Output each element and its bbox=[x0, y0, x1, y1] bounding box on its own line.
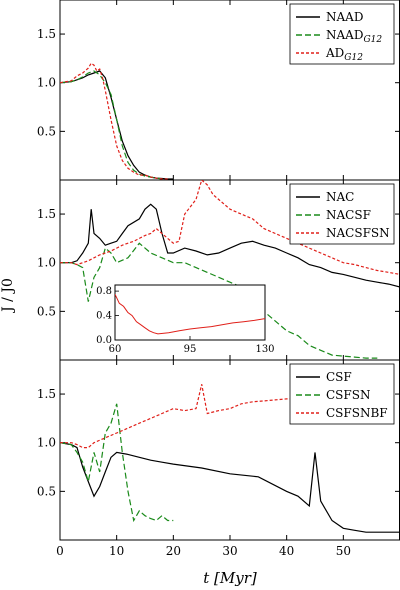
x-tick-label: 40 bbox=[279, 544, 294, 558]
inset-x-tick-label: 95 bbox=[184, 344, 197, 355]
y-tick-label: 1.5 bbox=[37, 207, 56, 221]
x-tick-label: 20 bbox=[166, 544, 181, 558]
legend-label-main: NACSF bbox=[326, 208, 371, 222]
panel-bottom: 0.5 1.0 1.5 CSF CSFSN CSFSNBF bbox=[37, 359, 400, 541]
legend-label-sub: G12 bbox=[363, 35, 382, 45]
series-line-nacsfsn bbox=[60, 180, 400, 275]
series-line-csfsn bbox=[60, 403, 174, 523]
y-tick-label: 1.0 bbox=[37, 436, 56, 450]
x-tick-label: 50 bbox=[336, 544, 351, 558]
y-tick-label: 0.5 bbox=[37, 484, 56, 498]
series-lines bbox=[60, 180, 400, 359]
legend-label: CSFSNBF bbox=[326, 406, 388, 420]
legend-label-main: NACSFSN bbox=[326, 226, 390, 240]
legend-label-main: NAC bbox=[326, 190, 354, 204]
panel-middle: 0.5 1.0 1.5 NAC NACSF NACSFSN bbox=[37, 179, 400, 361]
x-axis-label: t [Myr] bbox=[203, 569, 257, 587]
legend-box bbox=[289, 183, 395, 245]
y-tick-label: 1.0 bbox=[37, 76, 56, 90]
legend: CSF CSFSN CSFSNBF bbox=[289, 363, 395, 425]
legend-label: NACSFSN bbox=[326, 226, 390, 240]
legend-label-main: AD bbox=[325, 46, 344, 60]
y-tick-label: 0.5 bbox=[37, 304, 56, 318]
y-tick-label: 0.5 bbox=[37, 124, 56, 138]
legend: NAC NACSF NACSFSN bbox=[289, 183, 395, 245]
legend-box bbox=[289, 363, 395, 425]
series-line-nacsf bbox=[60, 242, 378, 359]
legend-label-main: CSFSNBF bbox=[326, 406, 388, 420]
series-line-naad bbox=[60, 70, 174, 180]
series-lines bbox=[60, 62, 174, 180]
legend-label-main: CSF bbox=[326, 370, 352, 384]
legend-label-main: NAAD bbox=[326, 10, 363, 24]
x-tick-label: 30 bbox=[222, 544, 237, 558]
legend-label: CSFSN bbox=[326, 388, 370, 402]
x-tick-labels: 0 10 20 30 40 50 bbox=[56, 544, 351, 558]
legend-label-main: NAAD bbox=[326, 28, 363, 42]
legend-label: NAADG12 bbox=[326, 28, 382, 45]
inset-y-tick-label: 0.4 bbox=[96, 311, 112, 322]
legend-label: ADG12 bbox=[325, 46, 363, 63]
series-line-nac bbox=[60, 203, 400, 288]
inset-frame bbox=[114, 284, 266, 341]
inset-y-tick-label: 0.8 bbox=[96, 286, 112, 297]
legend-label: NAAD bbox=[326, 10, 363, 24]
legend-box bbox=[289, 3, 395, 65]
legend-label: NACSF bbox=[326, 208, 371, 222]
series-line-csf bbox=[60, 442, 400, 533]
y-axis-label: J / J0 bbox=[0, 278, 16, 314]
y-tick-label: 1.0 bbox=[37, 256, 56, 270]
inset-series-lines bbox=[115, 293, 265, 335]
y-tick-label: 1.5 bbox=[37, 387, 56, 401]
legend-label-main: CSFSN bbox=[326, 388, 370, 402]
inset-x-tick-label: 130 bbox=[255, 344, 274, 355]
legend-label: NAC bbox=[326, 190, 354, 204]
inset-series-line bbox=[115, 293, 265, 335]
inset-x-tick-label: 60 bbox=[109, 344, 122, 355]
x-tick-label: 0 bbox=[56, 544, 64, 558]
x-tick-label: 10 bbox=[109, 544, 124, 558]
inset-chart: 0.0 0.4 0.8 60 95 130 bbox=[96, 284, 275, 355]
y-tick-label: 1.5 bbox=[37, 27, 56, 41]
inset-y-tick-label: 0.0 bbox=[96, 335, 112, 346]
series-line-ad-g12 bbox=[60, 62, 168, 180]
legend-label-sub: G12 bbox=[344, 53, 363, 63]
legend-label: CSF bbox=[326, 370, 352, 384]
series-line-naad-g12 bbox=[60, 70, 163, 180]
